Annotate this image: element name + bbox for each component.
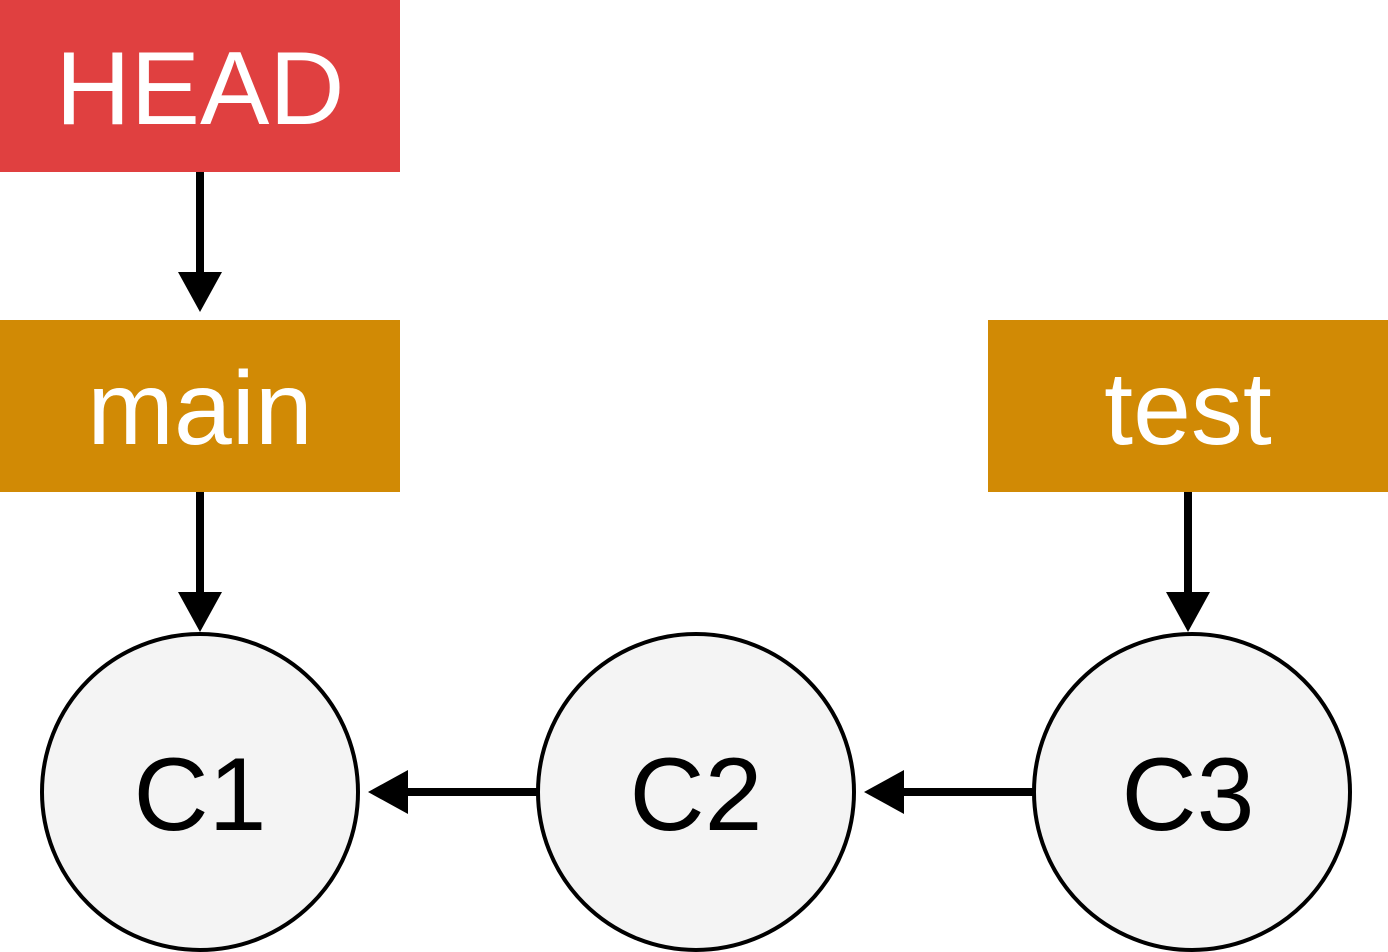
head-ref-box: [0, 0, 400, 172]
test-branch-box: [988, 320, 1388, 492]
main-branch-box: [0, 320, 400, 492]
commit-c3-label: C3: [1122, 737, 1255, 853]
commit-c2-label: C2: [630, 737, 763, 853]
test-branch-label: test: [1104, 351, 1272, 467]
arrowhead-head-to-main: [178, 272, 222, 312]
commit-c1-label: C1: [134, 737, 267, 853]
arrowhead-c2-to-c1: [368, 770, 408, 814]
arrowhead-test-to-c3: [1166, 592, 1210, 632]
head-ref-label: HEAD: [56, 31, 345, 147]
arrowhead-c3-to-c2: [864, 770, 904, 814]
main-branch-label: main: [87, 351, 312, 467]
arrowhead-main-to-c1: [178, 592, 222, 632]
commit-c2-node: [536, 632, 856, 952]
commit-c1-node: [40, 632, 360, 952]
commit-c3-node: [1032, 632, 1352, 952]
